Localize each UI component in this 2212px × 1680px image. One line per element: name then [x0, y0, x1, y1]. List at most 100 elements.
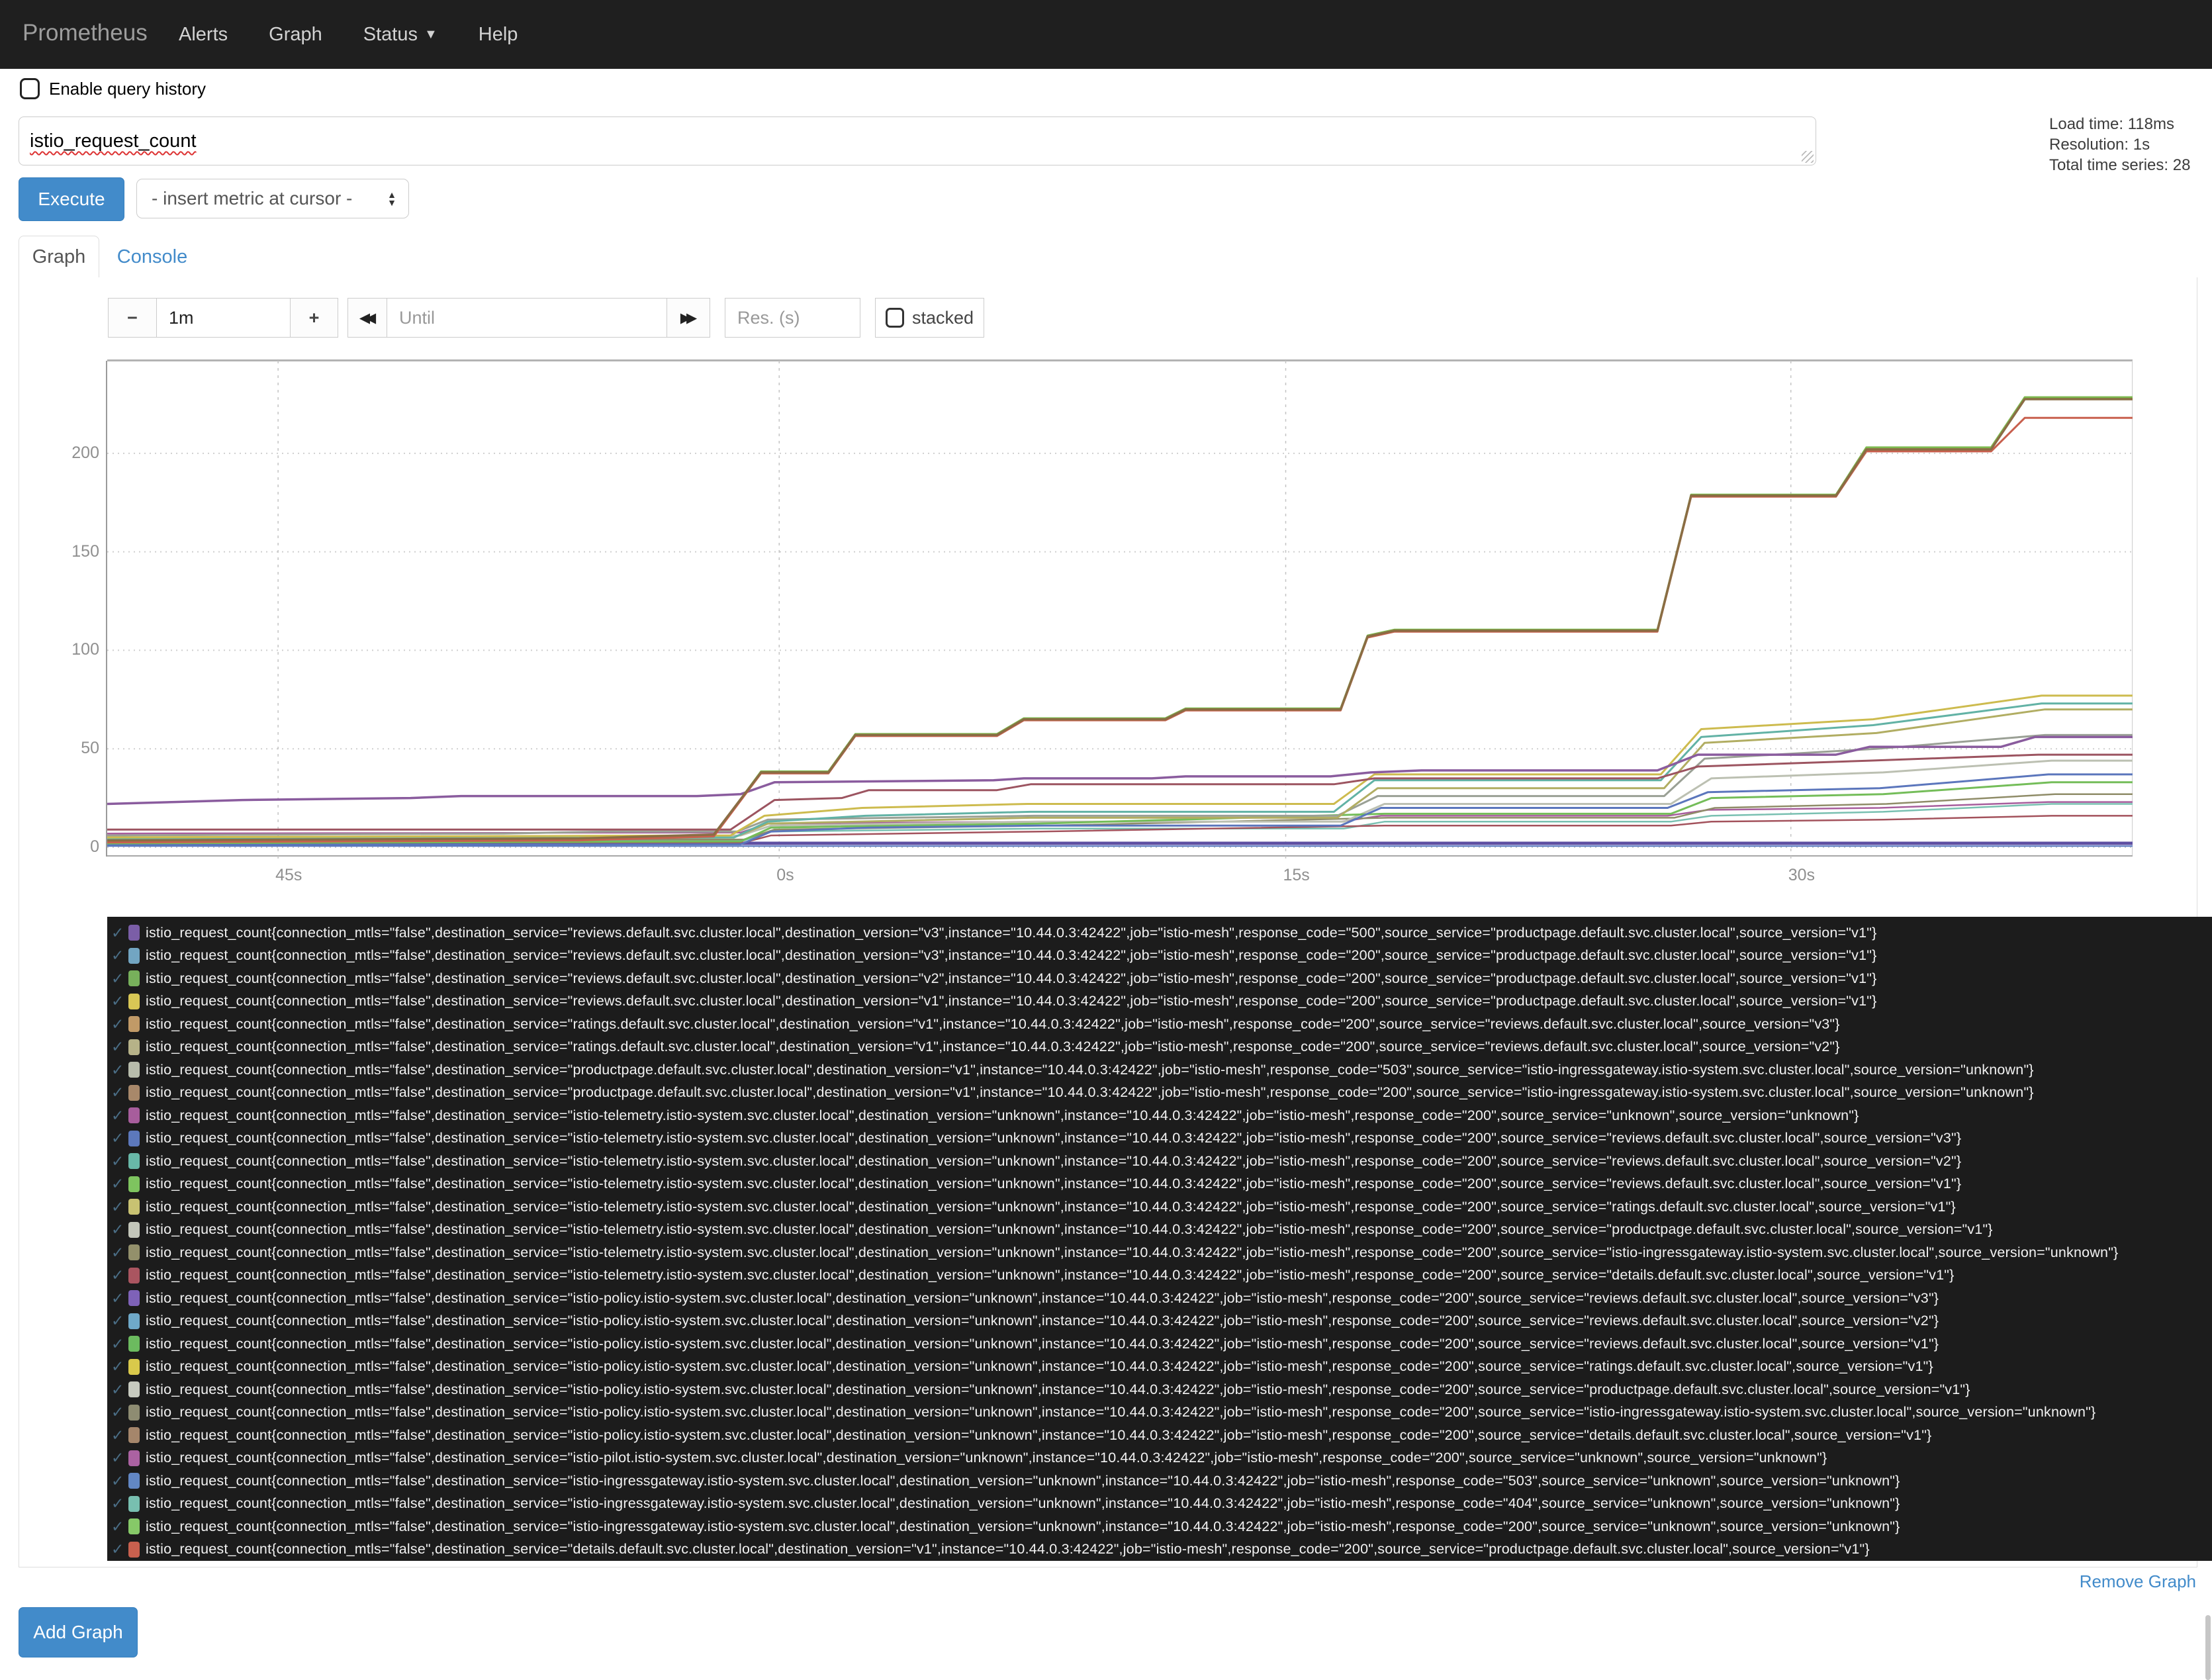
check-icon: ✓	[111, 1060, 124, 1078]
range-increase-button[interactable]: +	[290, 298, 338, 338]
legend-item[interactable]: ✓ istio_request_count{connection_mtls="fa…	[107, 1264, 2212, 1287]
legend-label: istio_request_count{connection_mtls="fal…	[146, 1381, 1970, 1397]
legend-item[interactable]: ✓ istio_request_count{connection_mtls="fa…	[107, 945, 2212, 968]
add-graph-button[interactable]: Add Graph	[19, 1607, 138, 1657]
y-tick-label: 0	[90, 837, 99, 856]
legend-item[interactable]: ✓ istio_request_count{connection_mtls="fa…	[107, 1538, 2212, 1562]
legend-swatch	[128, 1495, 140, 1512]
forward-icon: ▶▶	[680, 310, 697, 326]
nav-item-graph[interactable]: Graph	[269, 23, 322, 45]
legend-item[interactable]: ✓ istio_request_count{connection_mtls="fa…	[107, 1378, 2212, 1401]
legend-item[interactable]: ✓ istio_request_count{connection_mtls="fa…	[107, 990, 2212, 1013]
legend-item[interactable]: ✓ istio_request_count{connection_mtls="fa…	[107, 1036, 2212, 1059]
until-input[interactable]: Until	[387, 298, 667, 338]
x-axis-line	[107, 855, 2133, 857]
legend-item[interactable]: ✓ istio_request_count{connection_mtls="fa…	[107, 1401, 2212, 1424]
legend-swatch	[128, 1518, 140, 1535]
stacked-checkbox[interactable]	[885, 308, 904, 328]
legend-label: istio_request_count{connection_mtls="fal…	[146, 993, 1877, 1009]
expression-input[interactable]: istio_request_count	[19, 117, 1816, 165]
series-legend: ✓ istio_request_count{connection_mtls="fa…	[107, 917, 2212, 1561]
tab-console[interactable]: Console	[116, 246, 188, 267]
app-brand[interactable]: Prometheus	[23, 20, 148, 46]
legend-item[interactable]: ✓ istio_request_count{connection_mtls="fa…	[107, 1447, 2212, 1470]
legend-item[interactable]: ✓ istio_request_count{connection_mtls="fa…	[107, 1424, 2212, 1447]
caret-down-icon: ▼	[424, 26, 438, 42]
legend-item[interactable]: ✓ istio_request_count{connection_mtls="fa…	[107, 1104, 2212, 1127]
check-icon: ✓	[111, 1221, 124, 1238]
legend-label: istio_request_count{connection_mtls="fal…	[146, 1541, 1870, 1558]
y-tick-label: 50	[81, 739, 99, 758]
query-history-checkbox[interactable]	[20, 78, 40, 99]
legend-item[interactable]: ✓ istio_request_count{connection_mtls="fa…	[107, 1470, 2212, 1493]
legend-item[interactable]: ✓ istio_request_count{connection_mtls="fa…	[107, 1173, 2212, 1196]
query-stats: Load time: 118ms Resolution: 1s Total time…	[2049, 114, 2208, 175]
legend-swatch	[128, 1199, 140, 1215]
legend-label: istio_request_count{connection_mtls="fal…	[146, 1130, 1962, 1146]
resize-grip-icon[interactable]	[1802, 151, 1814, 163]
legend-item[interactable]: ✓ istio_request_count{connection_mtls="fa…	[107, 1013, 2212, 1036]
range-input[interactable]: 1m	[156, 298, 291, 338]
legend-item[interactable]: ✓ istio_request_count{connection_mtls="fa…	[107, 1195, 2212, 1219]
legend-label: istio_request_count{connection_mtls="fal…	[146, 924, 1877, 941]
legend-item[interactable]: ✓ istio_request_count{connection_mtls="fa…	[107, 1332, 2212, 1356]
legend-swatch	[128, 1107, 140, 1124]
check-icon: ✓	[111, 1175, 124, 1193]
legend-swatch	[128, 925, 140, 941]
legend-item[interactable]: ✓ istio_request_count{connection_mtls="fa…	[107, 1082, 2212, 1105]
legend-item[interactable]: ✓ istio_request_count{connection_mtls="fa…	[107, 1150, 2212, 1173]
rewind-icon: ◀◀	[359, 310, 376, 326]
chart-line-6	[107, 759, 2133, 839]
legend-item[interactable]: ✓ istio_request_count{connection_mtls="fa…	[107, 1287, 2212, 1310]
legend-item[interactable]: ✓ istio_request_count{connection_mtls="fa…	[107, 1241, 2212, 1264]
legend-swatch	[128, 1541, 140, 1558]
y-tick-label: 150	[71, 541, 99, 561]
legend-label: istio_request_count{connection_mtls="fal…	[146, 1039, 1840, 1055]
check-icon: ✓	[111, 1197, 124, 1215]
remove-graph-link[interactable]: Remove Graph	[2079, 1571, 2196, 1591]
legend-item[interactable]: ✓ istio_request_count{connection_mtls="fa…	[107, 1127, 2212, 1150]
nav-menu: Alerts Graph Status ▼ Help	[179, 0, 518, 69]
chart-line-5	[107, 793, 2133, 841]
legend-label: istio_request_count{connection_mtls="fal…	[146, 1015, 1840, 1032]
stacked-toggle[interactable]: stacked	[875, 298, 984, 338]
check-icon: ✓	[111, 1540, 124, 1558]
time-series-chart[interactable]	[107, 361, 2133, 859]
legend-item[interactable]: ✓ istio_request_count{connection_mtls="fa…	[107, 1515, 2212, 1538]
check-icon: ✓	[111, 1403, 124, 1421]
check-icon: ✓	[111, 1038, 124, 1056]
range-decrease-button[interactable]: −	[108, 298, 157, 338]
legend-label: istio_request_count{connection_mtls="fal…	[146, 1267, 1955, 1283]
legend-item[interactable]: ✓ istio_request_count{connection_mtls="fa…	[107, 1310, 2212, 1333]
check-icon: ✓	[111, 969, 124, 987]
resolution-input[interactable]: Res. (s)	[725, 298, 860, 338]
legend-item[interactable]: ✓ istio_request_count{connection_mtls="fa…	[107, 1058, 2212, 1082]
legend-swatch	[128, 1450, 140, 1466]
execute-button[interactable]: Execute	[19, 177, 124, 221]
legend-swatch	[128, 1404, 140, 1421]
time-forward-button[interactable]: ▶▶	[667, 298, 710, 338]
legend-swatch	[128, 1381, 140, 1398]
check-icon: ✓	[111, 1266, 124, 1284]
legend-item[interactable]: ✓ istio_request_count{connection_mtls="fa…	[107, 967, 2212, 990]
scrollbar[interactable]	[2205, 1615, 2211, 1680]
check-icon: ✓	[111, 1015, 124, 1033]
legend-item[interactable]: ✓ istio_request_count{connection_mtls="fa…	[107, 1356, 2212, 1379]
insert-metric-select[interactable]: - insert metric at cursor - ▲ ▼	[136, 179, 409, 218]
nav-item-help[interactable]: Help	[478, 23, 518, 45]
legend-swatch	[128, 1290, 140, 1307]
legend-label: istio_request_count{connection_mtls="fal…	[146, 970, 1877, 986]
legend-item[interactable]: ✓ istio_request_count{connection_mtls="fa…	[107, 1493, 2212, 1516]
nav-item-status[interactable]: Status ▼	[363, 23, 438, 45]
legend-item[interactable]: ✓ istio_request_count{connection_mtls="fa…	[107, 921, 2212, 945]
legend-label: istio_request_count{connection_mtls="fal…	[146, 947, 1877, 964]
legend-item[interactable]: ✓ istio_request_count{connection_mtls="fa…	[107, 1219, 2212, 1242]
tab-graph[interactable]: Graph	[19, 236, 99, 278]
legend-label: istio_request_count{connection_mtls="fal…	[146, 1198, 1956, 1215]
nav-item-alerts[interactable]: Alerts	[179, 23, 228, 45]
legend-label: istio_request_count{connection_mtls="fal…	[146, 1495, 1900, 1512]
legend-swatch	[128, 1153, 140, 1170]
legend-label: istio_request_count{connection_mtls="fal…	[146, 1358, 1933, 1375]
legend-swatch	[128, 1244, 140, 1261]
time-back-button[interactable]: ◀◀	[347, 298, 387, 338]
